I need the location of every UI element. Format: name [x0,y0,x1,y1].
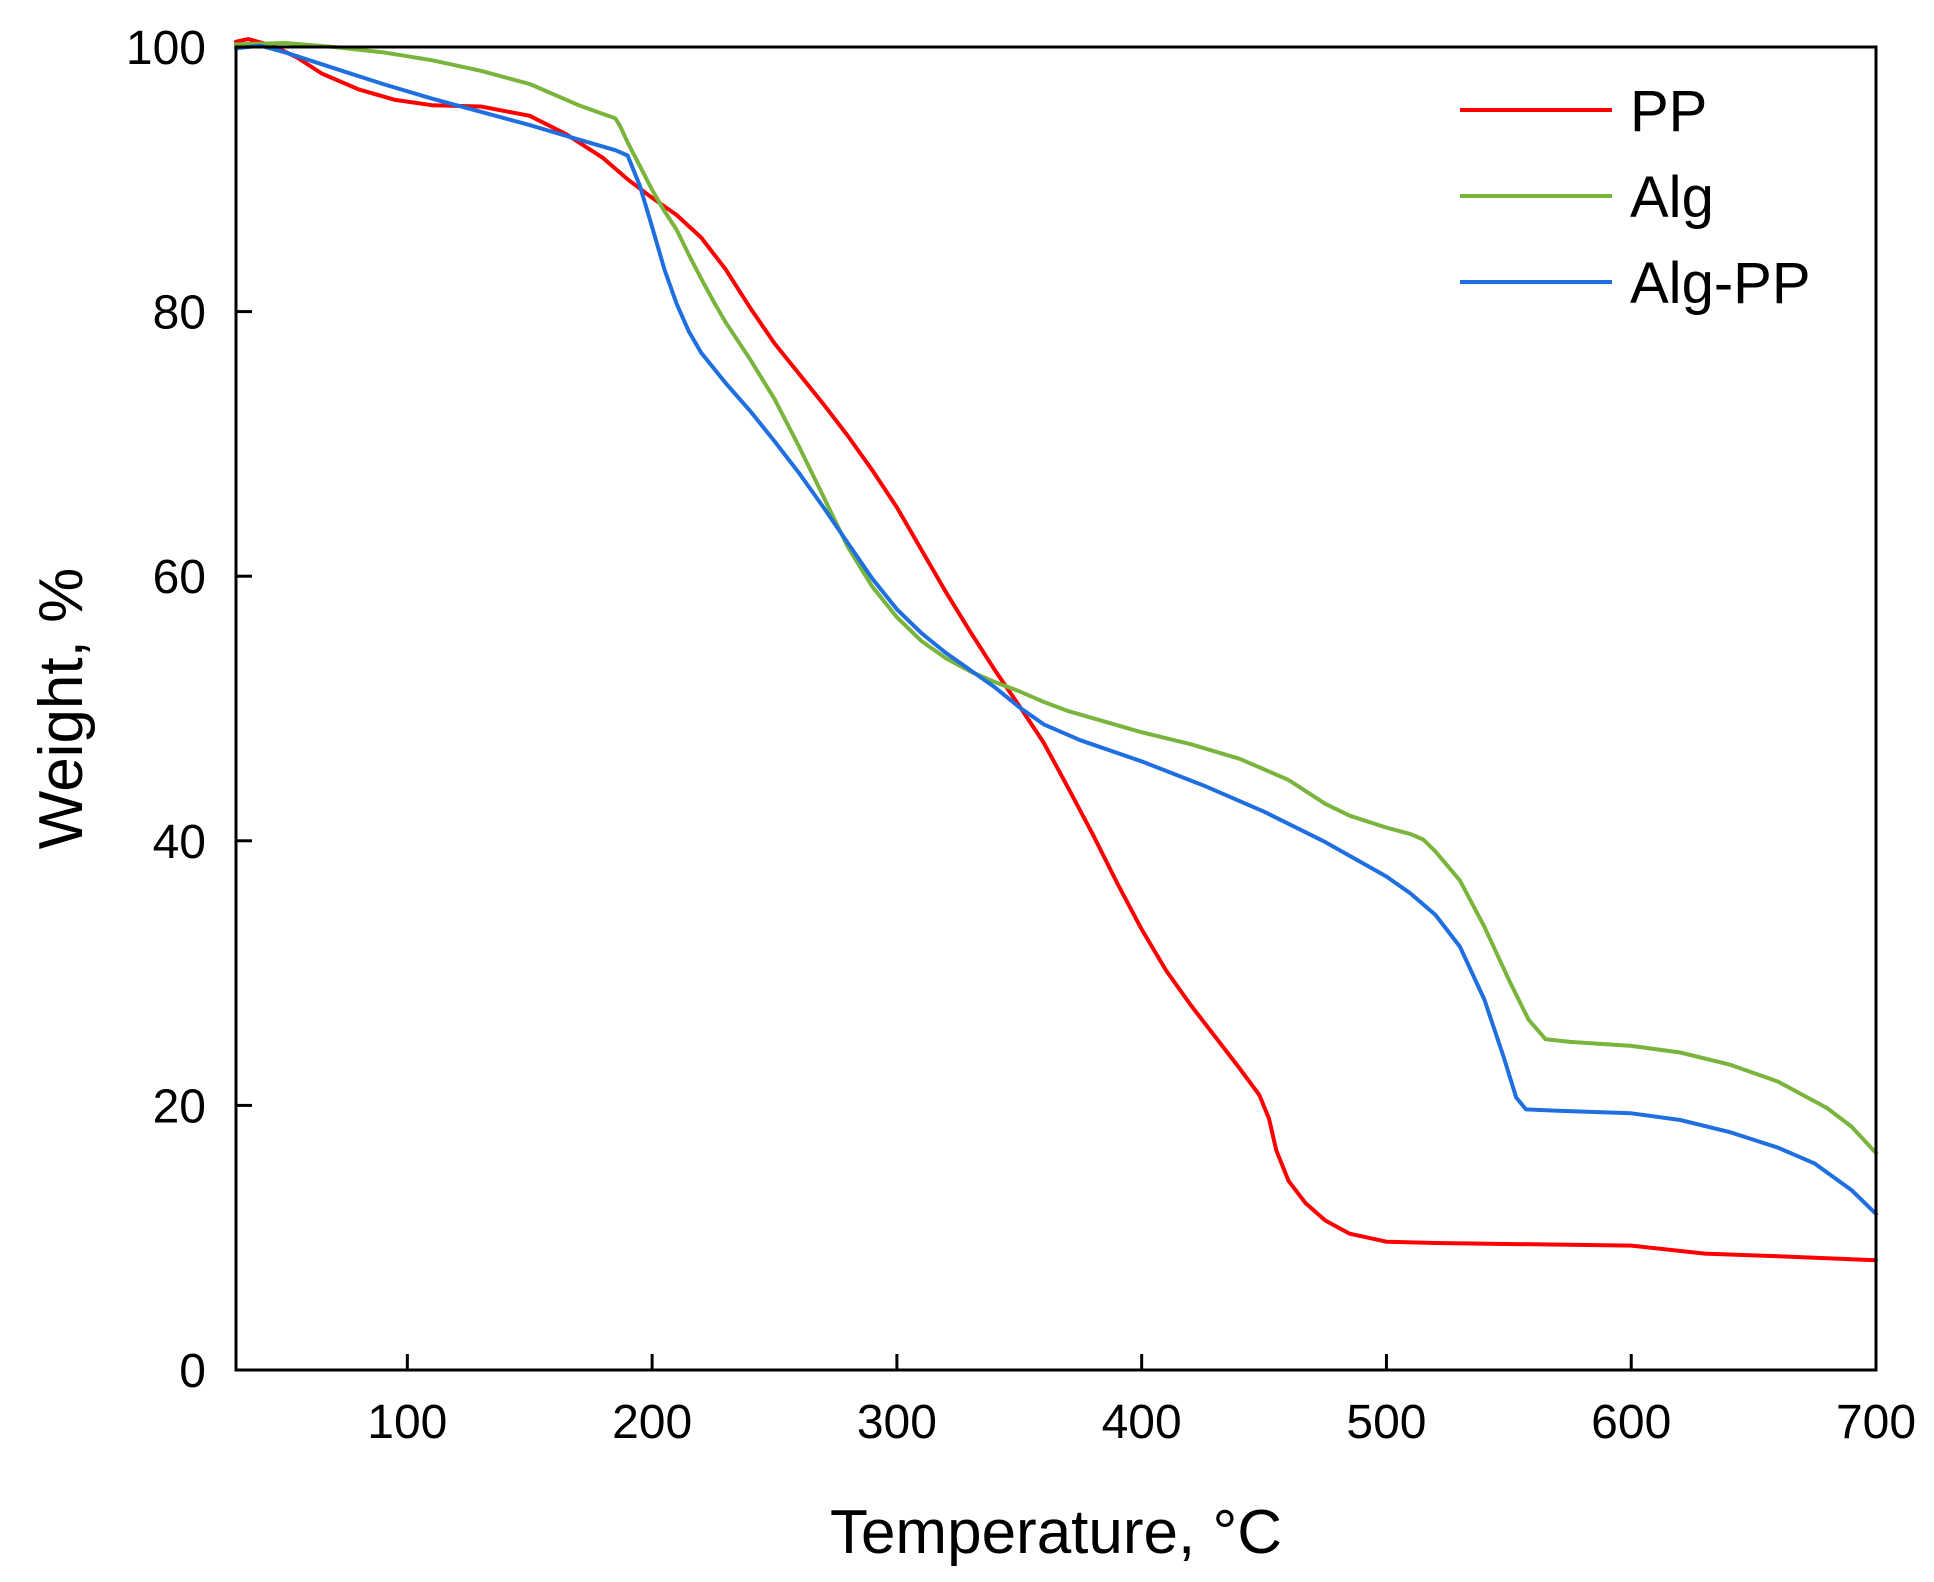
x-tick-label: 200 [612,1396,692,1449]
x-tick-label: 700 [1836,1396,1916,1449]
y-axis-title: Weight, % [27,568,96,849]
x-tick-label: 600 [1591,1396,1671,1449]
legend-label: Alg-PP [1630,251,1811,316]
y-tick-label: 20 [153,1080,206,1133]
y-tick-label: 0 [179,1345,206,1398]
legend-label: Alg [1630,165,1714,230]
ticks-layer [236,45,1878,1372]
series-line-alg-pp [234,43,1878,1216]
legend: PP Alg Alg-PP [1460,79,1811,316]
curves-layer [234,37,1878,1263]
series-line-pp [234,37,1878,1263]
x-tick-label: 300 [857,1396,937,1449]
y-tick-label: 80 [153,287,206,340]
x-tick-label: 100 [367,1396,447,1449]
series-line-alg [234,41,1878,1155]
y-tick-label: 40 [153,816,206,869]
labels-layer: 100 200 300 400 500 600 700 0 20 40 60 80 100 [126,22,1916,1449]
plot-frame [234,45,1878,1372]
legend-label: PP [1630,79,1707,144]
y-tick-label: 60 [153,551,206,604]
x-tick-label: 400 [1102,1396,1182,1449]
x-tick-label: 500 [1346,1396,1426,1449]
y-tick-label: 100 [126,22,206,75]
x-axis-title: Temperature, °C [830,1498,1282,1567]
